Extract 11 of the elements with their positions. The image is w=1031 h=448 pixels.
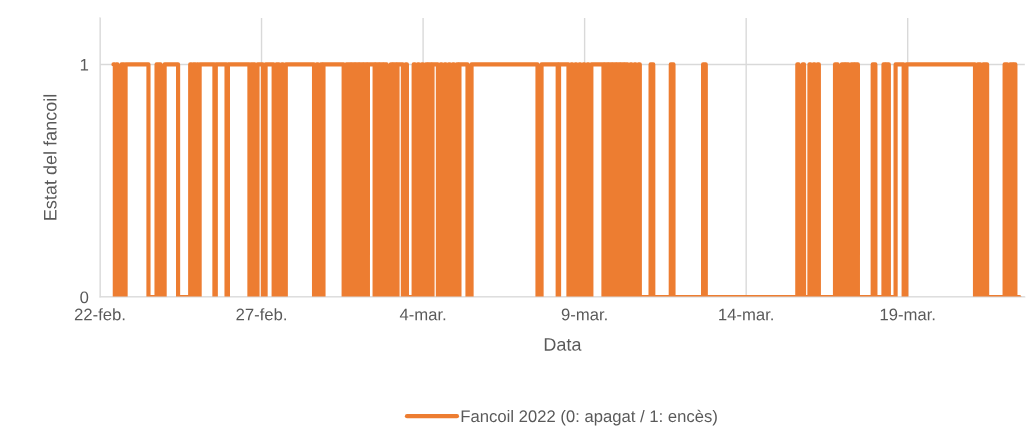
x-axis-title: Data <box>544 338 582 351</box>
x-tick-label: 22-feb. <box>74 308 125 321</box>
x-tick-label: 14-mar. <box>719 308 773 321</box>
y-tick-label: 0 <box>80 291 89 304</box>
y-tick-label: 1 <box>80 59 89 71</box>
legend-label: Fancoil 2022 (0: apagat / 1: encès) <box>461 409 717 426</box>
x-tick-label: 27-feb. <box>236 308 286 321</box>
x-tick-label: 19-mar. <box>880 308 935 321</box>
y-axis-title: Estat del fancoil <box>43 94 57 220</box>
x-tick-label: 9-mar. <box>561 308 607 321</box>
x-tick-label: 4-mar. <box>399 308 446 321</box>
